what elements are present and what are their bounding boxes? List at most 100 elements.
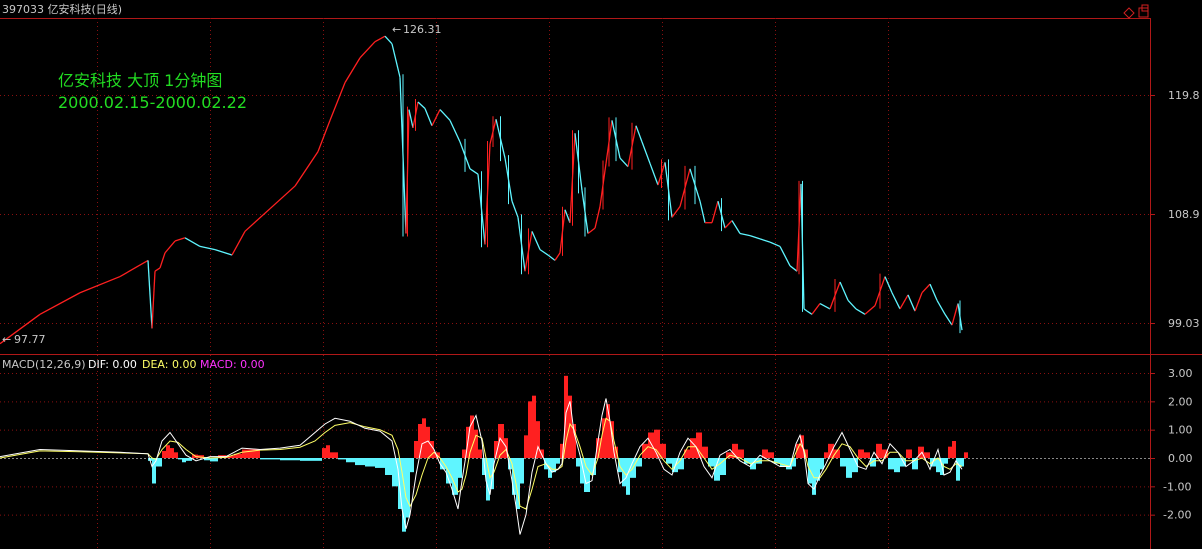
macd-bar (944, 458, 948, 464)
macd-bar (322, 448, 326, 458)
macd-bar (792, 458, 796, 467)
macd-bar (684, 449, 690, 458)
price-segment (587, 227, 596, 234)
price-segment (891, 292, 901, 310)
price-segment (944, 313, 953, 326)
macd-bar (446, 458, 452, 484)
price-segment (79, 275, 121, 294)
macd-bar (532, 395, 536, 458)
price-segment (374, 35, 386, 43)
macd-bar (166, 445, 170, 458)
restore-window-icon[interactable] (1138, 4, 1149, 18)
price-segment (174, 237, 186, 242)
price-segment (417, 101, 426, 109)
price-segment (749, 235, 761, 240)
macd-bar (602, 418, 606, 458)
chart-frame (0, 18, 1202, 549)
macd-bar (906, 449, 912, 458)
macd-bar (820, 458, 824, 470)
price-segment (184, 237, 201, 247)
dea-line (0, 417, 963, 510)
price-segment (0, 313, 41, 345)
macd-bar (812, 458, 816, 495)
dif-label: DIF: 0.00 (88, 358, 137, 371)
macd-bar (418, 424, 422, 458)
macd-bar (300, 458, 322, 461)
price-segment (269, 185, 296, 210)
macd-bar (732, 443, 738, 458)
price-segment (151, 271, 156, 329)
macd-bar (474, 429, 478, 458)
price-segment (847, 299, 857, 310)
price-segment (564, 209, 571, 223)
macd-name: MACD(12,26,9) (2, 358, 86, 371)
high-marker: ← 126.31 (392, 23, 442, 36)
price-segment (936, 299, 946, 315)
price-segment (511, 200, 519, 218)
macd-bar (828, 443, 834, 458)
macd-bar (226, 455, 234, 458)
price-segment (711, 200, 719, 223)
macd-bar (956, 458, 960, 481)
macd-bar (648, 432, 654, 458)
macd-bar (162, 450, 166, 458)
macd-bar (178, 458, 182, 460)
price-segment (424, 108, 433, 126)
macd-bar (708, 458, 714, 467)
price-segment (554, 252, 561, 261)
macd-lines (0, 398, 963, 535)
price-segment (344, 57, 361, 83)
macd-bar (870, 458, 876, 467)
price-segment (759, 238, 771, 243)
macd-bar (520, 458, 524, 484)
price-segment (929, 283, 938, 301)
macd-ytick-2: 1.00 (1168, 424, 1193, 437)
macd-bar (210, 458, 218, 462)
macd-label: MACD: 0.00 (200, 358, 265, 371)
macd-bar (414, 441, 418, 458)
price-segment (819, 302, 831, 310)
price-segment (531, 231, 541, 250)
macd-bar (894, 458, 900, 473)
price-segment (439, 109, 451, 121)
macd-bar (392, 458, 398, 487)
price-segment (951, 303, 959, 326)
macd-bar (576, 458, 580, 467)
macd-bar (156, 458, 162, 467)
macd-bar (375, 458, 385, 468)
diamond-icon[interactable] (1123, 7, 1135, 19)
macd-bar (422, 418, 426, 458)
price-segment (164, 240, 176, 254)
macd-bar (486, 458, 490, 501)
price-segment (864, 305, 876, 315)
price-segment (699, 201, 706, 223)
macd-bar (738, 449, 744, 458)
macd-bar (452, 458, 458, 495)
macd-bar (816, 458, 820, 481)
macd-bar (888, 458, 894, 470)
macd-bar (498, 424, 504, 458)
macd-bar (326, 445, 330, 458)
macd-bar (152, 458, 156, 484)
price-segment (294, 151, 319, 187)
macd-bar (568, 395, 572, 458)
price-segment (469, 168, 479, 175)
high-label: 126.31 (403, 23, 442, 36)
dea-label: DEA: 0.00 (142, 358, 196, 371)
macd-bar (346, 458, 355, 463)
price-segment (769, 241, 781, 248)
price-segment (635, 125, 643, 143)
macd-bar (330, 452, 338, 458)
macd-ytick-1: 2.00 (1168, 395, 1193, 408)
price-segment (855, 308, 866, 315)
macd-bar (406, 458, 410, 518)
macd-bar (182, 458, 186, 463)
macd-bar (440, 458, 446, 470)
macd-bar (338, 458, 346, 460)
price-series (0, 35, 963, 345)
price-segment (649, 163, 659, 186)
price-segment (594, 206, 601, 229)
macd-bar (572, 424, 576, 458)
macd-bar (786, 458, 792, 470)
macd-bar (852, 458, 858, 473)
